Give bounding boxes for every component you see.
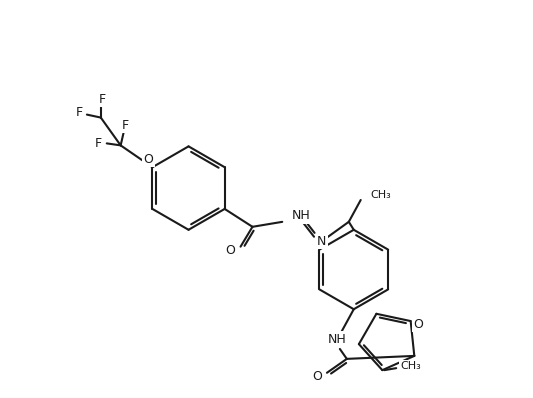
Text: F: F bbox=[99, 93, 107, 106]
Text: F: F bbox=[122, 119, 129, 132]
Text: F: F bbox=[75, 106, 83, 119]
Text: NH: NH bbox=[292, 209, 311, 222]
Text: O: O bbox=[225, 244, 236, 257]
Text: O: O bbox=[312, 370, 322, 383]
Text: F: F bbox=[95, 137, 102, 150]
Text: CH₃: CH₃ bbox=[400, 361, 421, 371]
Text: CH₃: CH₃ bbox=[370, 190, 391, 200]
Text: O: O bbox=[143, 153, 154, 166]
Text: N: N bbox=[317, 235, 326, 248]
Text: O: O bbox=[414, 318, 424, 331]
Text: NH: NH bbox=[327, 332, 346, 345]
